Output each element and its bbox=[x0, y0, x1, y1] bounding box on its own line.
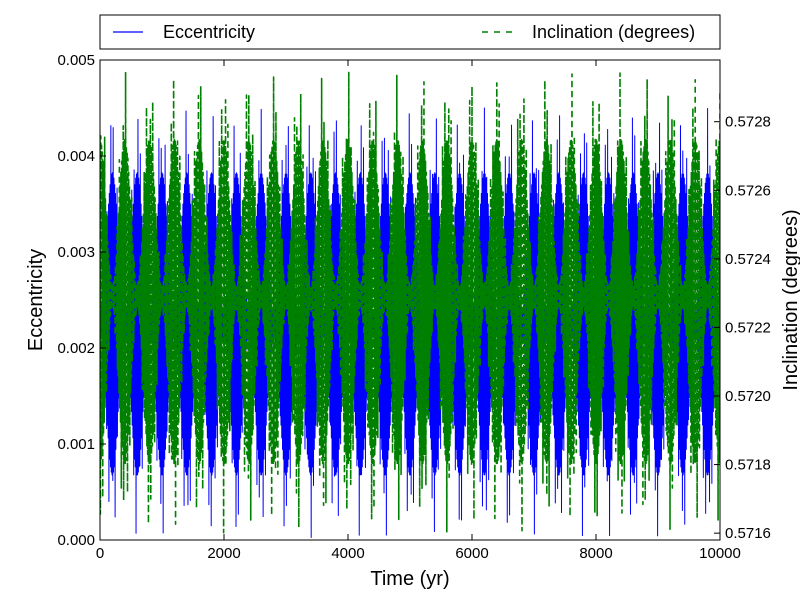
right-y-tick-label: 0.5716 bbox=[725, 525, 771, 542]
right-y-tick-label: 0.5720 bbox=[725, 388, 771, 405]
x-tick-label: 8000 bbox=[579, 545, 612, 562]
legend-box bbox=[99, 14, 721, 50]
left-y-tick-label: 0.003 bbox=[57, 244, 95, 261]
right-y-tick-label: 0.5724 bbox=[725, 251, 771, 268]
x-tick-label: 2000 bbox=[207, 545, 240, 562]
plot-frame bbox=[99, 59, 721, 541]
legend-label-inclination: Inclination (degrees) bbox=[532, 22, 695, 42]
inclination-series-line bbox=[100, 71, 720, 534]
left-y-tick-label: 0.002 bbox=[57, 340, 95, 357]
axis-ticks: 0 2000 4000 6000 8000 10000 0.000 0.001 0.002 0.0… bbox=[57, 52, 770, 562]
right-y-axis-title: Inclination (degrees) bbox=[780, 209, 800, 390]
left-y-tick-label: 0.004 bbox=[57, 148, 95, 165]
x-tick-label: 10000 bbox=[699, 545, 741, 562]
left-y-axis-title: Eccentricity bbox=[25, 249, 47, 351]
left-y-tick-label: 0.001 bbox=[57, 436, 95, 453]
x-tick-label: 6000 bbox=[455, 545, 488, 562]
legend: Eccentricity Inclination (degrees) bbox=[99, 14, 721, 50]
left-y-tick-label: 0.005 bbox=[57, 52, 95, 69]
right-y-tick-label: 0.5718 bbox=[725, 457, 771, 474]
right-y-tick-label: 0.5728 bbox=[725, 114, 771, 131]
x-tick-label: 4000 bbox=[331, 545, 364, 562]
left-y-tick-label: 0.000 bbox=[57, 532, 95, 549]
right-y-tick-label: 0.5722 bbox=[725, 319, 771, 336]
right-y-tick-label: 0.5726 bbox=[725, 182, 771, 199]
x-tick-label: 0 bbox=[96, 545, 104, 562]
x-axis-title: Time (yr) bbox=[370, 568, 449, 590]
legend-label-eccentricity: Eccentricity bbox=[163, 22, 255, 42]
